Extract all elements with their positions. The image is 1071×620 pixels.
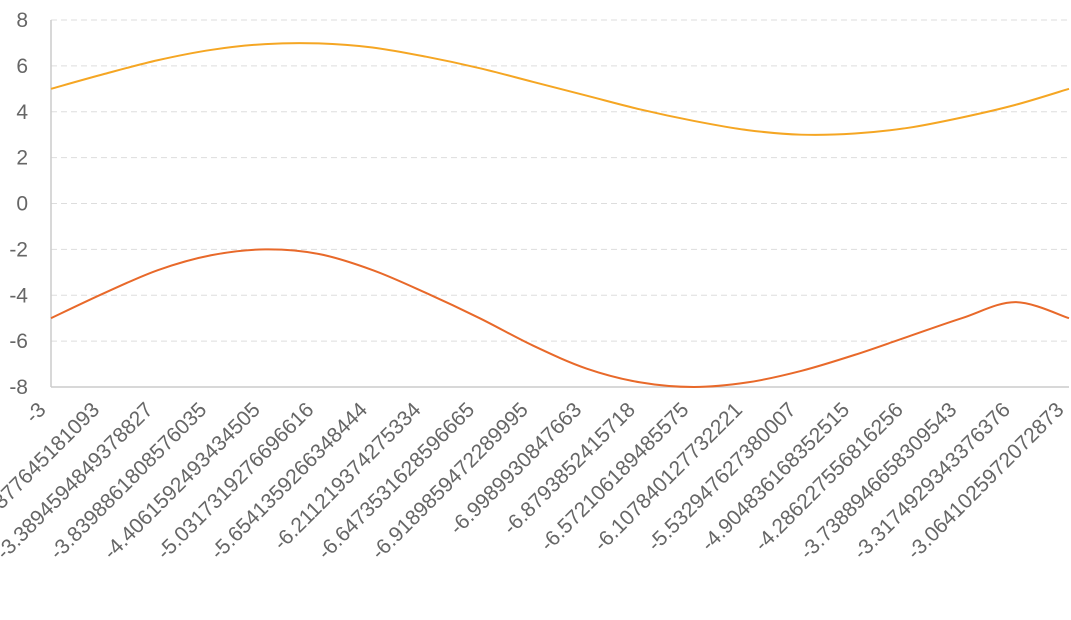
y-tick-label: -4 [9, 284, 28, 307]
y-tick-label: -2 [9, 238, 28, 261]
y-axis: 8 6 4 2 0 -2 -4 -6 -8 [9, 9, 52, 399]
y-tick-label: 2 [16, 147, 28, 170]
x-axis: -3-3.0377645181093-3.3894594849378827-3.… [0, 386, 1069, 564]
series-line-1 [50, 42, 1070, 136]
series-line-2 [50, 248, 1070, 389]
grid-layer [51, 19, 1069, 342]
y-tick-label: -8 [9, 376, 28, 399]
y-tick-label: 4 [16, 101, 28, 124]
x-tick-label: -3 [21, 398, 50, 427]
y-tick-label: 8 [16, 9, 28, 32]
y-tick-label: 6 [16, 55, 28, 78]
y-tick-label: -6 [9, 330, 28, 353]
series-layer [50, 42, 1070, 389]
y-tick-label: 0 [16, 193, 28, 216]
